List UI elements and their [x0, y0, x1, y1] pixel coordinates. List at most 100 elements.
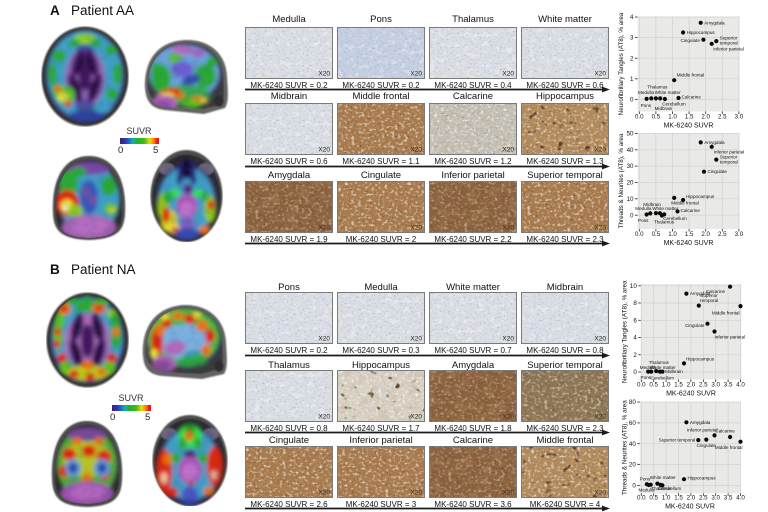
svg-text:Cingulate: Cingulate — [708, 169, 728, 174]
svg-text:1.0: 1.0 — [668, 231, 677, 238]
svg-text:X20: X20 — [410, 71, 422, 78]
svg-text:1.5: 1.5 — [685, 114, 694, 121]
svg-text:3.5: 3.5 — [724, 382, 733, 389]
svg-text:Hippocampus: Hippocampus — [687, 30, 716, 35]
svg-text:Thalamus: Thalamus — [654, 220, 675, 225]
svg-text:MK-6240 SUVR: MK-6240 SUVR — [664, 123, 714, 130]
svg-text:1.0: 1.0 — [662, 495, 671, 502]
svg-text:Hippocampus: Hippocampus — [688, 476, 717, 481]
svg-text:White matter: White matter — [650, 475, 677, 480]
svg-text:0.5: 0.5 — [649, 495, 658, 502]
svg-text:Midbrain: Midbrain — [655, 106, 673, 111]
svg-text:X20: X20 — [502, 490, 514, 497]
svg-text:X20: X20 — [410, 147, 422, 154]
svg-text:Hippocampus: Hippocampus — [686, 194, 715, 199]
svg-text:0.5: 0.5 — [649, 382, 658, 389]
svg-text:2.0: 2.0 — [687, 495, 696, 502]
svg-text:3.0: 3.0 — [711, 382, 720, 389]
svg-text:X20: X20 — [502, 147, 514, 154]
svg-text:X20: X20 — [594, 71, 606, 78]
svg-text:Middle frontal: Middle frontal — [671, 200, 699, 205]
svg-text:White matter: White matter — [655, 90, 682, 95]
svg-text:4.0: 4.0 — [736, 382, 745, 389]
svg-text:Cingulate: Cingulate — [685, 323, 705, 328]
svg-text:3: 3 — [630, 35, 634, 42]
svg-text:Thalamus: Thalamus — [647, 85, 668, 90]
svg-text:2: 2 — [630, 55, 634, 62]
svg-text:Amygdala: Amygdala — [704, 140, 725, 145]
svg-text:Hippocampus: Hippocampus — [686, 356, 715, 361]
svg-text:2.0: 2.0 — [687, 382, 696, 389]
svg-text:X20: X20 — [318, 71, 330, 78]
svg-text:Calcarine: Calcarine — [682, 95, 702, 100]
svg-text:Calcarine: Calcarine — [715, 429, 735, 434]
svg-text:4: 4 — [633, 335, 637, 342]
svg-text:Cerebellum: Cerebellum — [662, 102, 686, 107]
svg-text:0: 0 — [633, 369, 637, 376]
svg-text:0.0: 0.0 — [635, 231, 644, 238]
svg-text:Medulla: Medulla — [639, 487, 656, 492]
svg-text:Inferior parietal: Inferior parietal — [714, 149, 745, 154]
svg-text:X20: X20 — [594, 414, 606, 421]
svg-text:X20: X20 — [318, 414, 330, 421]
svg-text:Inferior parietal: Inferior parietal — [715, 335, 746, 340]
svg-text:2.0: 2.0 — [701, 231, 710, 238]
svg-text:0: 0 — [630, 212, 634, 219]
svg-text:Cerebellum: Cerebellum — [658, 486, 682, 491]
svg-text:Thalamus: Thalamus — [649, 360, 670, 365]
svg-text:X20: X20 — [594, 225, 606, 232]
svg-text:Calcarine: Calcarine — [706, 289, 726, 294]
svg-text:X20: X20 — [502, 414, 514, 421]
svg-text:temporal: temporal — [720, 41, 738, 46]
svg-text:Pons: Pons — [640, 477, 651, 482]
svg-text:X20: X20 — [318, 147, 330, 154]
svg-text:White matter: White matter — [652, 206, 679, 211]
svg-text:Neurofibrillary Tangles (AT8),: Neurofibrillary Tangles (AT8), % area — [622, 280, 629, 383]
svg-text:40: 40 — [627, 147, 634, 154]
svg-text:Medulla: Medulla — [635, 206, 652, 211]
svg-text:0: 0 — [630, 97, 634, 104]
svg-text:Pons: Pons — [638, 218, 649, 223]
svg-text:20: 20 — [627, 180, 634, 187]
svg-text:Calcarine: Calcarine — [681, 208, 701, 213]
svg-text:Neurofibrillary Tangles (AT8),: Neurofibrillary Tangles (AT8), % area — [618, 12, 625, 115]
svg-text:2.5: 2.5 — [718, 114, 727, 121]
svg-text:4: 4 — [630, 14, 634, 21]
svg-text:MK-6240 SUVR: MK-6240 SUVR — [666, 391, 716, 398]
svg-text:8: 8 — [633, 300, 637, 307]
svg-text:0.5: 0.5 — [652, 114, 661, 121]
svg-text:White matter: White matter — [650, 365, 677, 370]
svg-text:Midbrain: Midbrain — [643, 202, 661, 207]
svg-text:3.0: 3.0 — [735, 231, 744, 238]
svg-text:X20: X20 — [594, 147, 606, 154]
svg-text:40: 40 — [629, 441, 636, 448]
svg-text:Superior: Superior — [700, 293, 718, 298]
svg-text:Superior temporal: Superior temporal — [659, 438, 696, 443]
svg-text:X20: X20 — [410, 225, 422, 232]
svg-text:Midbrain: Midbrain — [665, 369, 683, 374]
svg-text:Superior: Superior — [720, 155, 738, 160]
svg-text:Cerebellum: Cerebellum — [663, 216, 687, 221]
svg-text:Medulla: Medulla — [640, 365, 657, 370]
svg-text:Pons: Pons — [641, 103, 652, 108]
svg-text:X20: X20 — [318, 225, 330, 232]
svg-text:3.5: 3.5 — [724, 495, 733, 502]
svg-text:3.0: 3.0 — [711, 495, 720, 502]
svg-text:Thalamus: Thalamus — [651, 486, 672, 491]
svg-text:Cingulate: Cingulate — [680, 38, 700, 43]
svg-text:Middle frontal: Middle frontal — [715, 445, 743, 450]
svg-text:X20: X20 — [410, 336, 422, 343]
svg-text:X20: X20 — [594, 336, 606, 343]
svg-text:10: 10 — [627, 196, 634, 203]
svg-text:Superior: Superior — [720, 36, 738, 41]
svg-text:0.0: 0.0 — [637, 495, 646, 502]
svg-text:3.0: 3.0 — [735, 114, 744, 121]
svg-text:Threads & Neurites (AT8), % ar: Threads & Neurites (AT8), % area — [622, 400, 629, 495]
svg-text:Threads & Neurites (AT8), % ar: Threads & Neurites (AT8), % area — [618, 133, 625, 228]
svg-text:20: 20 — [629, 462, 636, 469]
svg-text:X20: X20 — [318, 336, 330, 343]
svg-text:0: 0 — [632, 483, 636, 490]
svg-text:X20: X20 — [318, 490, 330, 497]
svg-text:4.0: 4.0 — [736, 495, 745, 502]
svg-text:1.5: 1.5 — [674, 382, 683, 389]
